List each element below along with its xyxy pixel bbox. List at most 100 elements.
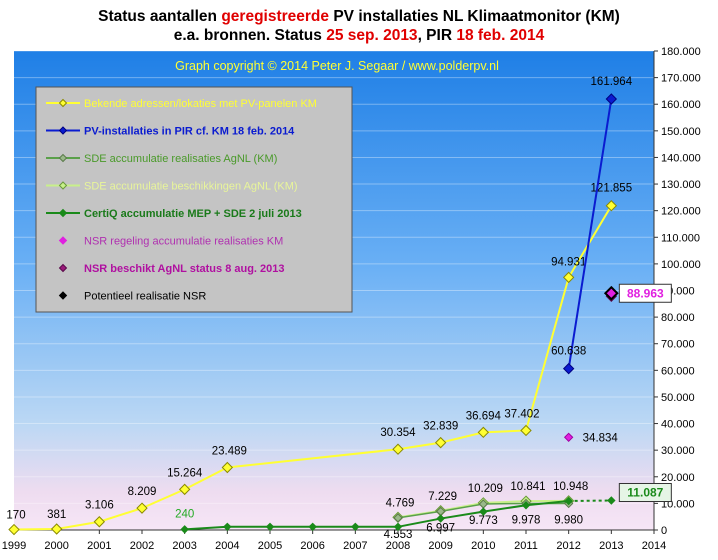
legend-entry-label: Bekende adressen/lokaties met PV-panelen… [84, 98, 317, 110]
data-label-sde-beschikkingen: 10.948 [553, 481, 588, 493]
x-tick-label: 2014 [642, 540, 666, 552]
x-tick-label: 2005 [258, 540, 282, 552]
data-label-nsr-realisaties: 34.834 [583, 432, 619, 444]
data-label-pir: 60.638 [551, 346, 586, 358]
x-tick-label: 2007 [343, 540, 367, 552]
data-label-bekende-adressen: 121.855 [591, 183, 633, 195]
data-label-bekende-adressen: 94.931 [551, 256, 586, 268]
data-point-potentieel-nsr [603, 285, 619, 301]
data-label-pir: 161.964 [591, 76, 633, 88]
legend-entry-label: CertiQ accumulatie MEP + SDE 2 juli 2013 [84, 208, 302, 220]
y-tick-label: 30.000 [661, 445, 695, 457]
x-tick-label: 2009 [428, 540, 452, 552]
y-tick-label: 120.000 [661, 206, 701, 218]
y-tick-label: 170.000 [661, 73, 701, 85]
legend-swatch-marker [58, 98, 68, 108]
data-point-certiq-extension [607, 496, 616, 505]
x-tick-label: 2011 [514, 540, 538, 552]
data-label-bekende-adressen: 36.694 [466, 410, 502, 422]
data-label-bekende-adressen: 381 [47, 509, 66, 521]
data-label-sde-beschikkingen: 10.841 [510, 481, 545, 493]
legend-swatch-marker [58, 291, 68, 300]
data-label-certiq: 240 [175, 508, 194, 520]
series-line-bekende-adressen [13, 205, 613, 531]
data-point-bekende-adressen [178, 483, 191, 496]
data-label-bekende-adressen: 8.209 [128, 486, 157, 498]
x-tick-label: 2003 [172, 540, 196, 552]
data-label-sde-beschikkingen: 10.209 [468, 483, 503, 495]
y-tick-label: 40.000 [661, 419, 695, 431]
x-tick-label: 2010 [471, 540, 495, 552]
data-label-sde-realisaties: 9.980 [554, 514, 583, 526]
data-label-bekende-adressen: 15.264 [167, 467, 203, 479]
y-tick-label: 130.000 [661, 179, 701, 191]
data-point-pir [562, 362, 575, 375]
legend-swatch-marker [58, 126, 68, 135]
x-tick-label: 2001 [87, 540, 111, 552]
data-point-bekende-adressen [520, 424, 532, 437]
legend-swatch-marker [58, 153, 68, 163]
y-tick-label: 180.000 [661, 46, 701, 58]
y-tick-label: 60.000 [661, 365, 695, 377]
chart-title-line-2: e.a. bronnen. Status 25 sep. 2013, PIR 1… [173, 27, 545, 44]
y-tick-label: 50.000 [661, 392, 695, 404]
data-label-bekende-adressen: 3.106 [85, 500, 114, 512]
data-label-sde-beschikkingen: 4.769 [386, 497, 415, 509]
x-tick-label: 2008 [386, 540, 410, 552]
y-tick-label: 0 [661, 525, 667, 537]
callout-label-certiq: 11.087 [627, 485, 663, 499]
data-point-bekende-adressen [8, 523, 20, 536]
y-tick-label: 100.000 [661, 259, 701, 271]
data-point-certiq [351, 522, 360, 532]
data-point-certiq [308, 522, 317, 532]
data-point-certiq [521, 501, 531, 510]
data-label-sde-beschikkingen: 7.229 [428, 491, 457, 503]
x-tick-label: 2004 [215, 540, 239, 552]
legend-entry-label: SDE accumulatie beschikkingen AgNL (KM) [84, 181, 298, 193]
legend-entry-label: SDE accumulatie realisaties AgNL (KM) [84, 153, 277, 165]
callout-box-certiq [618, 482, 672, 502]
y-tick-label: 70.000 [661, 339, 695, 351]
data-label-bekende-adressen: 32.839 [423, 421, 458, 433]
data-label-bekende-adressen: 37.402 [504, 408, 539, 420]
y-tick-label: 140.000 [661, 152, 701, 164]
y-tick-label: 160.000 [661, 99, 701, 111]
callout-label-nsr: 88.963 [627, 286, 664, 300]
y-tick-label: 110.000 [661, 232, 700, 244]
data-point-bekende-adressen [221, 461, 234, 474]
legend-entry-label: PV-installaties in PIR cf. KM 18 feb. 20… [84, 126, 295, 138]
data-point-bekende-adressen [136, 502, 148, 514]
data-point-pir [605, 93, 618, 105]
data-point-certiq [479, 507, 488, 516]
x-tick-label: 2012 [556, 540, 580, 552]
x-tick-label: 2013 [599, 540, 623, 552]
data-label-bekende-adressen: 170 [6, 510, 25, 522]
data-point-bekende-adressen [477, 426, 490, 439]
legend-entry-label: NSR regeling accumulatie realisaties KM [84, 236, 283, 248]
data-point-bekende-adressen [434, 436, 447, 449]
data-label-sde-realisaties: 9.773 [469, 515, 498, 527]
data-label-bekende-adressen: 30.354 [380, 427, 416, 439]
y-tick-label: 80.000 [661, 312, 695, 324]
legend-box [35, 86, 353, 313]
callout-box-nsr [618, 283, 672, 303]
chart-title-line-1: Status aantallen geregistreerde PV insta… [98, 8, 620, 25]
copyright-text: Graph copyright © 2014 Peter J. Segaar /… [175, 59, 499, 73]
data-point-bekende-adressen [392, 443, 404, 455]
x-tick-label: 2006 [300, 540, 324, 552]
data-point-bekende-adressen [562, 271, 575, 284]
legend-swatch-marker [58, 181, 68, 190]
data-point-bekende-adressen [605, 200, 618, 212]
data-point-certiq [265, 522, 275, 532]
data-point-certiq [393, 522, 403, 532]
y-tick-label: 150.000 [661, 126, 701, 138]
data-label-sde-realisaties: 9.978 [512, 514, 541, 526]
data-point-bekende-adressen [93, 516, 106, 528]
data-label-sde-realisaties: 6.997 [426, 522, 455, 534]
legend-swatch-marker [58, 263, 68, 273]
data-point-certiq [436, 514, 445, 523]
series-line-pir [567, 98, 613, 369]
x-tick-label: 2002 [130, 540, 154, 552]
legend-entry-label: NSR beschikt AgNL status 8 aug. 2013 [84, 263, 285, 275]
